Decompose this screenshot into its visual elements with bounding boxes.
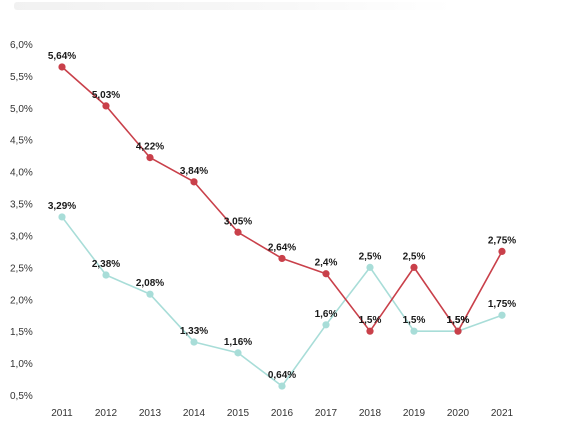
series-1-data-label: 5,03% — [92, 90, 120, 101]
x-tick-label: 2011 — [51, 408, 73, 419]
series-2-point — [366, 263, 374, 271]
y-tick-label: 3,0% — [10, 231, 33, 242]
series-points — [58, 63, 506, 390]
x-tick-label: 2017 — [315, 408, 338, 419]
y-tick-label: 4,5% — [10, 136, 33, 147]
series-2-point — [234, 349, 242, 357]
series-2-point — [278, 382, 286, 390]
y-tick-label: 5,5% — [10, 72, 33, 83]
series-1-point — [278, 254, 286, 263]
series-1-data-label: 5,64% — [48, 51, 76, 62]
y-axis-ticks: 6,0% 5,5% 5,0% 4,5% 4,0% 3,5% 3,0% 2,5% 2,0% 1,5%… — [10, 40, 33, 402]
y-tick-label: 1,5% — [10, 327, 33, 338]
series-2-point — [102, 271, 110, 279]
series-2-data-label: 1,16% — [224, 337, 252, 348]
series-2-data-label: 1,5% — [403, 315, 426, 326]
series-line-1 — [61, 66, 503, 332]
header-smudge — [14, 2, 454, 10]
series-1-point — [146, 153, 154, 162]
series-2-point — [498, 311, 506, 319]
series-2-data-label: 1,6% — [315, 309, 338, 320]
series-1-data-label: 3,84% — [180, 166, 208, 177]
x-tick-label: 2014 — [183, 408, 206, 419]
series-2-data-label: 3,29% — [48, 201, 76, 212]
series-lines — [61, 66, 503, 387]
y-tick-label: 6,0% — [10, 40, 33, 51]
series-1-point — [410, 263, 418, 271]
y-tick-label: 2,0% — [10, 295, 33, 306]
series-2-point — [190, 338, 198, 346]
series-1-point — [498, 247, 506, 256]
series-2-data-label: 1,75% — [488, 299, 516, 310]
series-2-point — [322, 321, 330, 329]
series-2-data-label: 1,33% — [180, 326, 208, 337]
x-tick-label: 2016 — [271, 408, 294, 419]
y-tick-label: 2,5% — [10, 263, 33, 274]
series-1-point — [366, 327, 374, 335]
x-tick-label: 2013 — [139, 408, 162, 419]
series-1-data-label: 2,4% — [315, 258, 338, 269]
x-tick-label: 2015 — [227, 408, 250, 419]
y-tick-label: 4,0% — [10, 168, 33, 179]
series-1-data-label: 4,22% — [136, 142, 164, 153]
series-1-data-label: 1,5% — [359, 315, 382, 326]
series-1-point — [234, 228, 242, 236]
y-tick-label: 3,5% — [10, 200, 33, 211]
series-2-point — [58, 213, 66, 221]
series-1-point — [58, 63, 66, 71]
series-1-data-label: 2,5% — [403, 251, 426, 262]
x-tick-label: 2012 — [95, 408, 118, 419]
series-1-data-label: 1,5% — [447, 315, 470, 326]
series-1-point — [454, 327, 462, 335]
y-tick-label: 5,0% — [10, 104, 33, 115]
series-2-data-label: 2,5% — [359, 251, 382, 262]
series-1-data-label: 2,75% — [488, 235, 516, 246]
x-tick-label: 2020 — [447, 408, 470, 419]
y-tick-label: 1,0% — [10, 359, 33, 370]
x-tick-label: 2018 — [359, 408, 382, 419]
series-1-point — [190, 178, 198, 186]
x-tick-label: 2021 — [491, 408, 514, 419]
x-tick-label: 2019 — [403, 408, 426, 419]
x-axis-ticks: 2011 2012 2013 2014 2015 2016 2017 2018 2019 2020… — [51, 408, 513, 419]
series-2-point — [410, 327, 418, 335]
series-2-data-label: 2,08% — [136, 278, 164, 289]
series-1-data-label: 3,05% — [224, 216, 252, 227]
series-2-data-label: 2,38% — [92, 259, 120, 270]
series-2-data-label: 0,64% — [268, 370, 296, 381]
series-2-data-label: 1,5% — [447, 315, 470, 326]
series-1-point — [102, 102, 110, 110]
series-2-point — [146, 290, 154, 298]
series-1-point — [322, 270, 330, 278]
series-1-data-label: 2,64% — [268, 242, 296, 253]
y-tick-label: 0,5% — [10, 391, 33, 402]
series-labels: 3,29% 2,38% 2,08% 1,33% 1,16% 0,64% 1,6% 2,5% 1,… — [48, 51, 516, 381]
